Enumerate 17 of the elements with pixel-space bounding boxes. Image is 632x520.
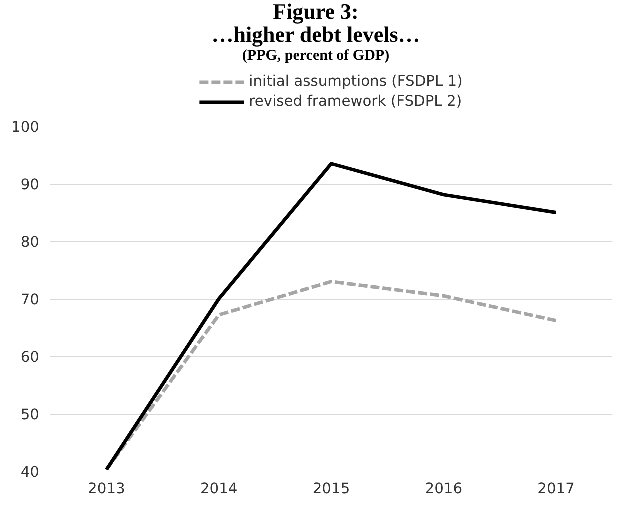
y-tick-label: 90 <box>20 176 40 194</box>
chart-subtitle: (PPG, percent of GDP) <box>242 47 390 66</box>
line-series <box>104 162 558 472</box>
x-tick-label: 2016 <box>425 480 463 498</box>
x-tick-label: 2013 <box>88 480 126 498</box>
legend-label: initial assumptions (FSDPL 1) <box>249 73 463 90</box>
x-tick-label: 2017 <box>538 480 575 498</box>
y-tick-label: 50 <box>20 406 40 424</box>
y-tick-label: 40 <box>20 464 40 481</box>
y-tick-label: 100 <box>12 118 40 136</box>
y-tick-label: 70 <box>20 291 40 308</box>
y-tick-label: 60 <box>20 348 40 366</box>
legend-label: revised framework (FSDPL 2) <box>249 93 462 110</box>
x-tick-label: 2015 <box>312 480 350 498</box>
chart-title: Figure 3: …higher debt levels… <box>212 0 420 48</box>
y-tick-label: 80 <box>20 234 40 251</box>
x-tick-label: 2014 <box>200 480 238 498</box>
